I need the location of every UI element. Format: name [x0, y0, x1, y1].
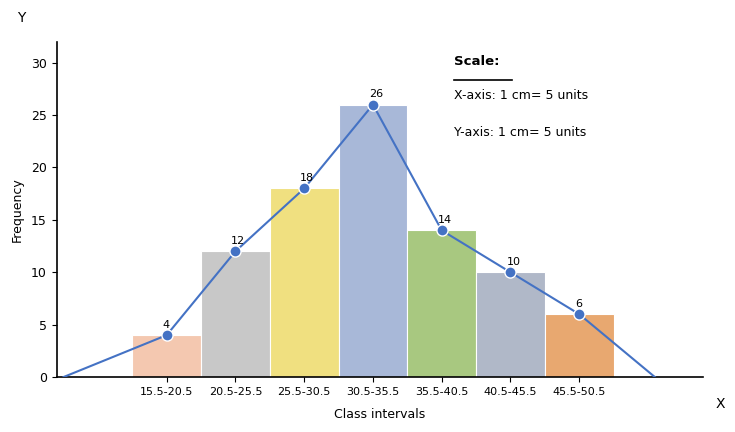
Text: 12: 12 [232, 236, 245, 246]
Text: 14: 14 [437, 215, 452, 225]
Bar [407, 230, 476, 377]
Text: 6: 6 [575, 299, 582, 309]
Text: 18: 18 [300, 173, 314, 183]
Y-axis label: Frequency: Frequency [11, 177, 24, 242]
Text: 26: 26 [369, 89, 383, 99]
Text: Y: Y [17, 11, 25, 25]
Bar [201, 251, 270, 377]
Text: Scale:: Scale: [454, 55, 500, 68]
Bar [476, 272, 545, 377]
Bar [270, 188, 339, 377]
X-axis label: Class intervals: Class intervals [334, 408, 426, 421]
Text: 10: 10 [506, 257, 520, 267]
Text: 4: 4 [162, 320, 170, 330]
Text: X: X [716, 397, 725, 411]
Bar [545, 314, 614, 377]
Bar [132, 335, 201, 377]
Text: Y-axis: 1 cm= 5 units: Y-axis: 1 cm= 5 units [454, 126, 587, 139]
Text: X-axis: 1 cm= 5 units: X-axis: 1 cm= 5 units [454, 89, 588, 102]
Bar [339, 105, 407, 377]
